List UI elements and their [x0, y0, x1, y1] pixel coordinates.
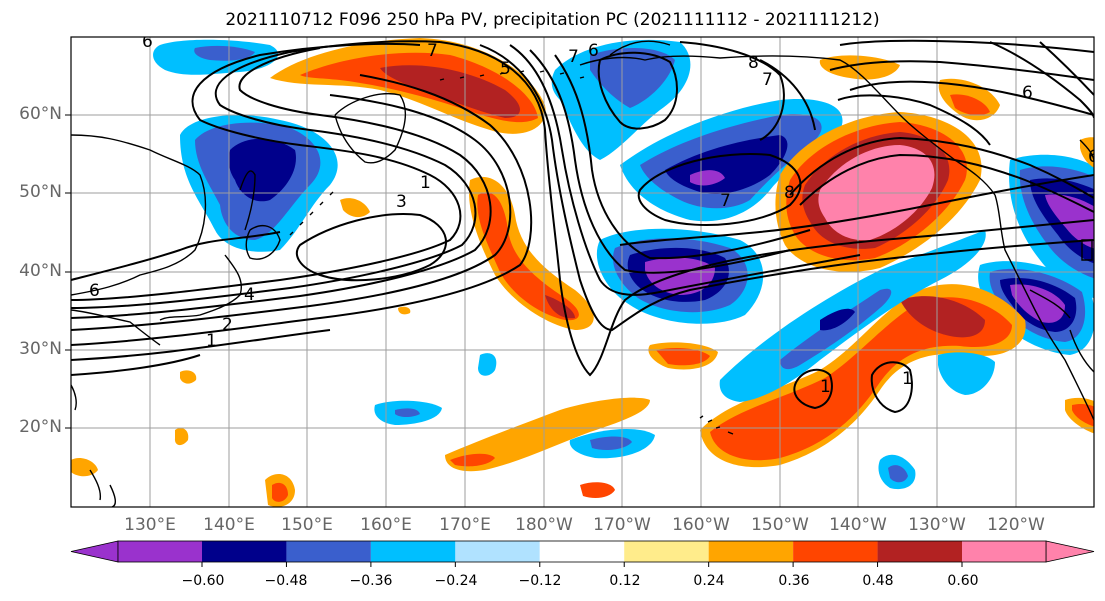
contour-label: 7 [568, 47, 579, 67]
lat-ticks [65, 114, 71, 429]
contour-label: 6 [1022, 83, 1033, 103]
colorbar-extend-max [1045, 540, 1095, 563]
lon-label: 160°E [360, 515, 412, 535]
colorbar-tick-label: 0.60 [947, 573, 979, 589]
colorbar-tick-label: −0.48 [264, 573, 308, 589]
colorbar-segment [877, 541, 962, 562]
coastlines [71, 40, 1094, 507]
colorbar-tick-label: 0.36 [778, 573, 810, 589]
lon-label: 170°W [593, 515, 651, 535]
colorbar-segment [455, 541, 540, 562]
colorbar-segment [962, 541, 1046, 562]
lon-label: 140°W [829, 515, 887, 535]
contour-label: 1 [420, 173, 431, 193]
contour-label: 6 [89, 281, 100, 301]
colorbar-tick-label: 0.24 [693, 573, 725, 589]
lat-label: 50°N [19, 182, 62, 202]
colorbar [70, 540, 1095, 567]
contour-labels: 6 7 5 6 7 8 7 6 6 3 1 4 2 1 7 8 1 1 6 [89, 32, 1099, 397]
lat-label: 20°N [19, 417, 62, 437]
contour-label: 7 [720, 191, 731, 211]
lat-label: 30°N [19, 339, 62, 359]
contour-label: 2 [222, 315, 233, 335]
lon-label: 130°W [908, 515, 966, 535]
contour-label: 7 [427, 41, 438, 61]
colorbar-tick-label: −0.60 [181, 573, 225, 589]
lon-label: 150°E [281, 515, 333, 535]
colorbar-tick-label: 0.48 [862, 573, 894, 589]
contour-label: 1 [206, 331, 217, 351]
colorbar-tick-label: −0.36 [349, 573, 393, 589]
lon-label: 140°E [203, 515, 255, 535]
lat-label: 60°N [19, 104, 62, 124]
contour-label: 6 [588, 41, 599, 61]
contour-label: 6 [1088, 147, 1099, 167]
lon-label: 170°E [439, 515, 491, 535]
lon-label: 180°W [515, 515, 573, 535]
map-title: 2021110712 F096 250 hPa PV, precipitatio… [225, 10, 880, 30]
lon-label: 120°W [987, 515, 1045, 535]
colorbar-tick-label: −0.24 [434, 573, 478, 589]
lon-label: 130°E [124, 515, 176, 535]
contour-label: 1 [820, 377, 831, 397]
colorbar-segment [370, 541, 456, 562]
contour-label: 7 [762, 70, 773, 90]
colorbar-segment [202, 541, 287, 562]
colorbar-segment [118, 541, 202, 562]
colorbar-segment [539, 541, 625, 562]
colorbar-segment [286, 541, 371, 562]
contour-label: 1 [902, 369, 913, 389]
pv-contours [71, 39, 1094, 414]
colorbar-tick-label: 0.12 [609, 573, 641, 589]
contour-label: 4 [244, 285, 255, 305]
lat-label: 40°N [19, 261, 62, 281]
colorbar-outline [117, 540, 1047, 563]
colorbar-tick-label: −0.12 [518, 573, 562, 589]
contour-label: 6 [142, 32, 153, 52]
lon-label: 160°W [672, 515, 730, 535]
contour-label: 8 [748, 53, 759, 73]
contour-label: 8 [784, 183, 795, 203]
colorbar-segment [624, 541, 709, 562]
colorbar-extend-min [70, 540, 119, 563]
contour-label: 5 [500, 59, 511, 79]
colorbar-segment [708, 541, 794, 562]
contour-label: 3 [396, 192, 407, 212]
colorbar-segment [793, 541, 878, 562]
lon-label: 150°W [751, 515, 809, 535]
